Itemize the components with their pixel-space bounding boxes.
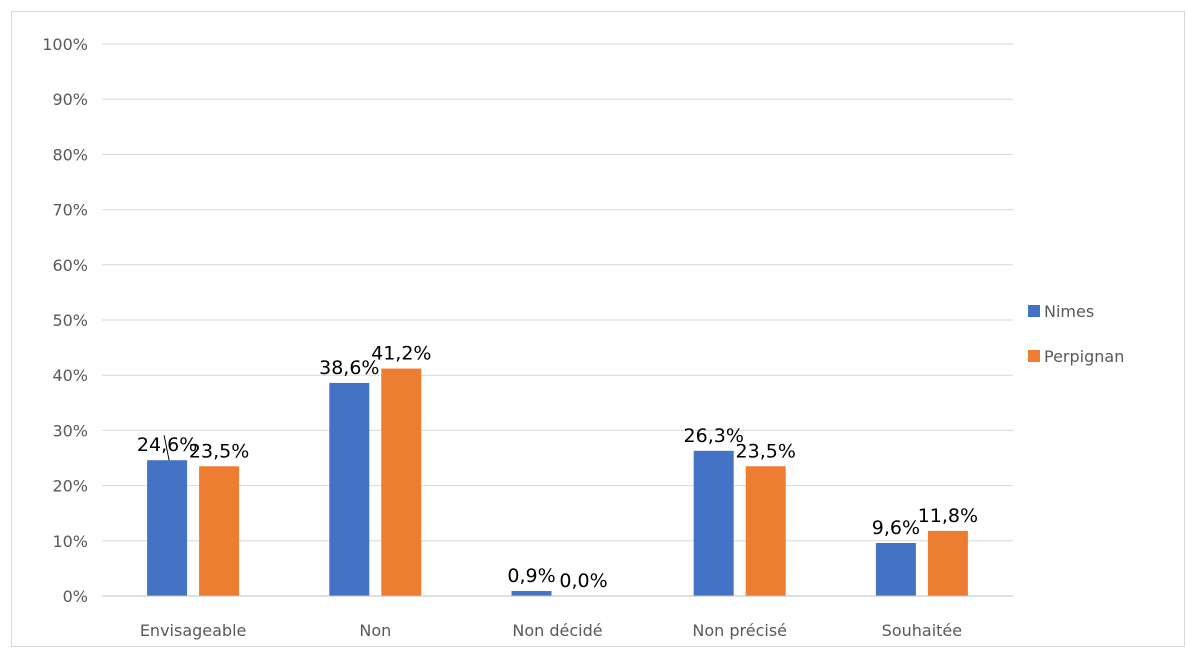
data-label: 0,9% bbox=[507, 565, 555, 587]
y-tick-label: 100% bbox=[42, 35, 88, 54]
data-label: 11,8% bbox=[918, 505, 978, 527]
bar-nimes bbox=[875, 543, 916, 596]
data-label: 9,6% bbox=[872, 517, 920, 539]
data-label: 23,5% bbox=[189, 440, 249, 462]
data-label: 26,3% bbox=[684, 425, 744, 447]
x-tick-label: Non précisé bbox=[692, 621, 787, 640]
legend-swatch-perpignan bbox=[1028, 350, 1040, 362]
y-tick-label: 80% bbox=[52, 145, 88, 164]
data-label: 24,6% bbox=[137, 434, 197, 456]
legend: Nimes Perpignan bbox=[1028, 302, 1124, 366]
bar-perpignan bbox=[199, 466, 240, 596]
legend-label-nimes: Nimes bbox=[1044, 302, 1094, 321]
data-label: 23,5% bbox=[736, 440, 796, 462]
legend-label-perpignan: Perpignan bbox=[1044, 347, 1124, 366]
y-tick-label: 70% bbox=[52, 201, 88, 220]
data-label: 0,0% bbox=[559, 570, 607, 592]
x-tick-label: Non bbox=[359, 621, 391, 640]
data-label: 38,6% bbox=[319, 357, 379, 379]
bar-perpignan bbox=[745, 466, 786, 596]
x-axis: Envisageable Non Non décidé Non précisé Souh… bbox=[102, 595, 1013, 640]
x-tick-label: Non décidé bbox=[512, 621, 602, 640]
x-tick-label: Envisageable bbox=[140, 621, 247, 640]
x-tick-label: Souhaitée bbox=[882, 621, 962, 640]
y-tick-label: 40% bbox=[52, 366, 88, 385]
bar-nimes bbox=[693, 450, 734, 596]
y-tick-label: 50% bbox=[52, 311, 88, 330]
bar-nimes bbox=[147, 460, 188, 596]
data-label: 41,2% bbox=[371, 343, 431, 365]
y-tick-label: 10% bbox=[52, 532, 88, 551]
data-labels: 24,6%23,5%38,6%41,2%0,9% 0,0%26,3%23,5%9,… bbox=[137, 343, 978, 592]
bar-perpignan bbox=[381, 368, 422, 596]
bar-nimes bbox=[511, 591, 552, 596]
bar-perpignan bbox=[927, 530, 968, 596]
y-tick-label: 30% bbox=[52, 421, 88, 440]
y-tick-label: 60% bbox=[52, 256, 88, 275]
y-tick-label: 0% bbox=[63, 587, 88, 606]
bars bbox=[147, 368, 968, 596]
bar-nimes bbox=[329, 382, 370, 596]
legend-swatch-nimes bbox=[1028, 305, 1040, 317]
y-tick-label: 90% bbox=[52, 90, 88, 109]
leader-line bbox=[163, 435, 170, 461]
y-axis: 0% 10% 20% 30% 40% 50% 60% 70% 80% 90% 100% bbox=[42, 35, 88, 606]
y-tick-label: 20% bbox=[52, 477, 88, 496]
